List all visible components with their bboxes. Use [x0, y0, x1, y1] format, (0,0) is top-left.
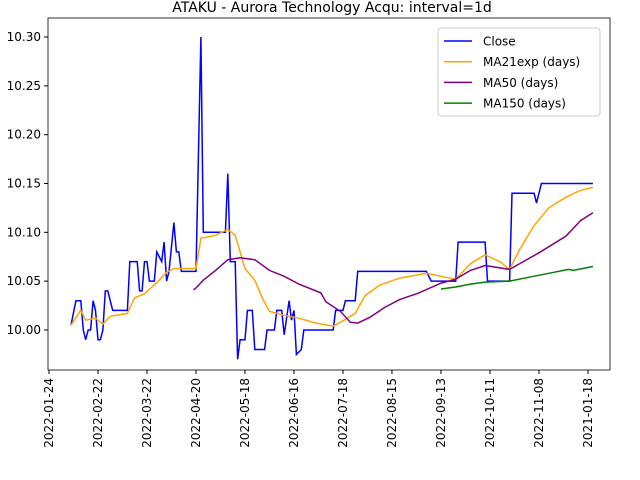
legend-box	[437, 27, 601, 117]
y-tick-label: 10.25	[7, 79, 41, 93]
x-tick-label: 2022-10-11	[483, 378, 497, 448]
legend-label: Close	[483, 35, 516, 49]
x-tick-label: 2022-08-15	[385, 378, 399, 448]
x-tick-label: 2022-03-22	[140, 378, 154, 448]
x-tick-label: 2022-01-24	[42, 378, 56, 448]
series-line	[193, 212, 594, 324]
x-tick-label: 2022-07-18	[336, 378, 350, 448]
y-tick-label: 10.00	[7, 323, 41, 337]
y-tick-label: 10.10	[7, 225, 41, 239]
x-tick-label: 2022-11-08	[532, 378, 546, 448]
x-tick-label: 2022-05-18	[238, 378, 252, 448]
legend-label: MA50 (days)	[483, 76, 558, 90]
series-line	[440, 265, 594, 290]
x-tick-label: 2022-09-13	[434, 378, 448, 448]
x-tick-label: 2022-06-16	[287, 378, 301, 448]
series-line	[70, 186, 594, 327]
chart-title: ATAKU - Aurora Technology Acqu: interval…	[172, 0, 492, 16]
y-tick-label: 10.15	[7, 177, 41, 191]
x-tick-label: 2022-02-22	[91, 378, 105, 448]
plot-frame	[47, 17, 611, 371]
legend-label: MA21exp (days)	[483, 55, 580, 69]
x-tick-label: 2022-04-20	[189, 378, 203, 448]
y-tick-label: 10.20	[7, 128, 41, 142]
legend-label: MA150 (days)	[483, 97, 566, 111]
y-tick-label: 10.30	[7, 30, 41, 44]
y-tick-label: 10.05	[7, 274, 41, 288]
series-line	[70, 36, 593, 360]
x-tick-label: 2021-01-18	[581, 378, 595, 448]
